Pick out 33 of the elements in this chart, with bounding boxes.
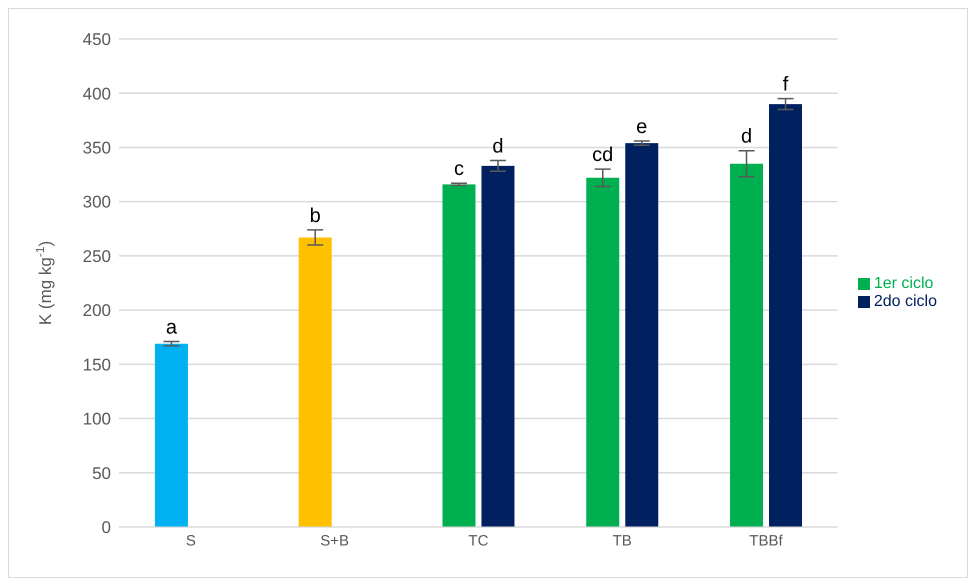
y-tick-label: 250 <box>82 246 111 266</box>
y-tick-label: 350 <box>82 138 111 158</box>
data-label: d <box>492 135 504 158</box>
data-label: b <box>310 204 321 227</box>
x-tick-label: S+B <box>320 532 350 550</box>
x-tick-label: TBBf <box>749 532 784 550</box>
legend-label: 1er ciclo <box>874 275 934 292</box>
bar <box>586 178 620 527</box>
bar <box>730 164 764 527</box>
x-tick-label: S <box>186 532 196 550</box>
y-tick-label: 0 <box>102 518 111 538</box>
data-label: a <box>166 316 178 339</box>
y-tick-label: 450 <box>82 30 111 50</box>
data-label: c <box>454 158 464 180</box>
y-tick-label: 50 <box>92 464 111 483</box>
y-tick-label: 300 <box>82 192 111 212</box>
y-tick-label: 150 <box>82 355 111 374</box>
bar <box>442 184 476 527</box>
y-tick-label: 200 <box>82 301 111 320</box>
y-tick-label: 100 <box>82 410 111 429</box>
x-tick-label: TB <box>612 532 632 550</box>
legend-label: 2do ciclo <box>874 293 937 310</box>
y-tick-label: 400 <box>82 84 111 104</box>
bar <box>625 143 658 527</box>
data-label: f <box>782 74 789 96</box>
bar <box>154 344 188 527</box>
bar <box>769 104 802 527</box>
bar <box>298 237 332 527</box>
data-label: cd <box>592 144 614 166</box>
bar <box>481 166 514 527</box>
data-label: e <box>636 116 648 138</box>
data-label: d <box>740 126 752 148</box>
x-tick-label: TC <box>468 532 489 550</box>
